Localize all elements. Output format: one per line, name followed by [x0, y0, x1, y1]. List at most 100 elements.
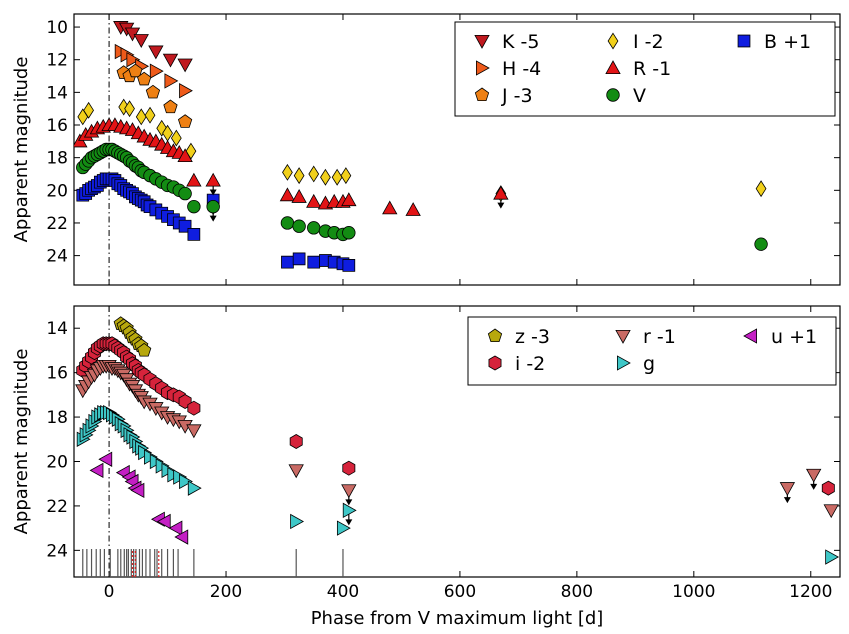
legend-label-b-1: B +1	[764, 31, 811, 53]
data-point-v	[206, 199, 220, 214]
legend-marker-i-2	[488, 355, 502, 371]
x-tick-label: 200	[210, 582, 242, 602]
y-tick-label: 14	[46, 319, 68, 339]
data-point-r-1	[779, 482, 796, 496]
data-point-b-1	[307, 255, 321, 269]
data-point-z-3	[137, 342, 152, 357]
data-point-b-1	[292, 252, 306, 266]
data-point-g	[187, 480, 202, 496]
data-point-r-1	[341, 192, 357, 207]
legend-marker-u-1	[743, 328, 757, 344]
legend-label-z-3: z -3	[515, 326, 550, 348]
data-point-v	[178, 186, 192, 201]
legend-marker-z-3	[487, 328, 503, 343]
series-i-2	[76, 336, 835, 496]
data-point-i-2	[289, 434, 303, 449]
data-point-r-1	[806, 468, 822, 483]
data-point-v	[342, 226, 356, 240]
data-point-i-2	[293, 167, 305, 185]
legend-label-v: V	[633, 85, 646, 107]
y-tick-label: 22	[46, 214, 68, 234]
data-point-i-2	[124, 100, 135, 118]
y-tick-label: 18	[46, 408, 68, 428]
data-point-i-2	[821, 480, 835, 496]
data-point-r-1	[341, 484, 357, 499]
series-b-1	[76, 172, 356, 272]
data-point-i-2	[755, 180, 767, 198]
legend-marker-i-2	[607, 32, 619, 50]
data-point-v	[307, 221, 321, 235]
data-point-i-2	[331, 168, 343, 186]
data-point-g	[336, 520, 351, 536]
upper-limit-arrow-head	[209, 215, 217, 222]
data-point-u-1	[130, 482, 145, 499]
data-point-u-1	[174, 529, 189, 545]
legend-marker-b-1	[737, 34, 751, 48]
legend-label-r-1: r -1	[643, 326, 676, 348]
data-point-k-5	[133, 34, 149, 48]
legend-label-r-1: R -1	[633, 58, 671, 80]
x-tick-label: 1200	[789, 582, 832, 602]
legend-label-k-5: K -5	[502, 31, 539, 53]
y-tick-label: 20	[46, 452, 68, 472]
data-point-r-1	[186, 424, 202, 439]
upper-limit-arrow-head	[497, 202, 505, 209]
series-g	[76, 404, 840, 565]
top-panel: 10 12 14 16 18 20 22 24 Apparent magnitude K -5 H …	[11, 13, 841, 286]
data-point-r-1	[823, 504, 839, 519]
y-tick-label: 18	[46, 149, 68, 169]
data-layer	[75, 316, 840, 577]
data-point-u-1	[98, 451, 113, 467]
data-point-u-1	[156, 513, 171, 530]
data-point-r-1	[405, 202, 421, 216]
legend-box	[467, 316, 837, 386]
legend-marker-j-3	[474, 87, 490, 102]
data-point-r-1	[291, 189, 307, 203]
data-point-r-1	[186, 172, 202, 187]
data-point-k-5	[177, 58, 193, 73]
x-tick-label: 400	[327, 582, 359, 602]
data-point-v	[280, 216, 295, 230]
data-point-i-2	[187, 400, 201, 416]
data-point-r-1	[288, 464, 304, 479]
data-point-j-3	[177, 114, 193, 128]
x-tick-label: 1000	[672, 582, 715, 602]
data-point-k-5	[162, 53, 179, 68]
data-point-i-2	[83, 101, 94, 119]
y-tick-label: 12	[46, 51, 68, 71]
series-v	[76, 142, 768, 251]
series-r-1	[75, 359, 839, 519]
data-point-h-4	[126, 52, 141, 68]
legend-label-u-1: u +1	[771, 326, 817, 348]
y-tick-label: 10	[46, 18, 68, 38]
data-point-u-1	[89, 462, 104, 479]
x-axis-label: Phase from V maximum light [d]	[311, 608, 604, 629]
legend-label-i-2: I -2	[633, 31, 664, 53]
data-layer	[74, 21, 768, 272]
upper-limit-arrow-head	[345, 519, 353, 526]
legend-marker-v	[606, 88, 620, 102]
data-point-j-3	[137, 71, 152, 86]
y-tick-label: 16	[46, 364, 68, 384]
data-point-r-1	[205, 172, 221, 187]
series-k-5	[113, 21, 193, 73]
x-tick-label: 600	[444, 582, 476, 602]
series-u-1	[89, 451, 189, 545]
data-point-h-4	[164, 73, 179, 89]
legend-label-i-2: i -2	[515, 353, 545, 375]
data-point-u-1	[168, 520, 183, 536]
data-point-v	[754, 237, 768, 251]
upper-limit-arrow-head	[345, 499, 353, 506]
y-tick-label: 22	[46, 497, 68, 517]
y-axis-label: Apparent magnitude	[11, 349, 32, 535]
data-point-i-2	[144, 106, 156, 124]
data-point-b-1	[342, 259, 356, 272]
data-point-r-1	[306, 193, 322, 208]
data-point-i-2	[170, 129, 182, 147]
data-point-r-1	[279, 187, 296, 202]
data-point-b-1	[281, 255, 294, 269]
data-point-j-3	[128, 63, 143, 78]
data-point-i-2	[308, 165, 320, 183]
bottom-panel: 0 200 400 600 800 1000 1200 14 16 18 20 22 24 Apparen…	[11, 305, 841, 629]
